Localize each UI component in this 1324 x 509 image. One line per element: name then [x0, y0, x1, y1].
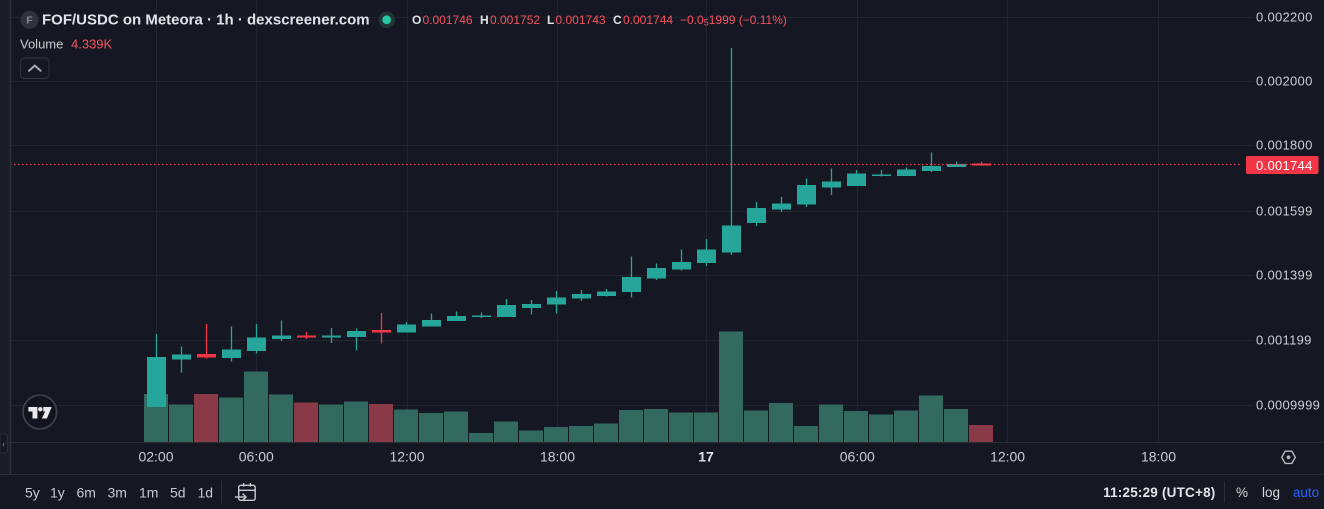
- svg-text:0.002200: 0.002200: [1256, 10, 1313, 25]
- svg-text:06:00: 06:00: [239, 449, 274, 465]
- svg-text:Volume: Volume: [20, 37, 63, 52]
- svg-text:12:00: 12:00: [990, 449, 1025, 465]
- svg-text:5y: 5y: [25, 485, 40, 501]
- svg-text:0.001800: 0.001800: [1256, 138, 1313, 153]
- svg-text:5d: 5d: [170, 485, 186, 501]
- svg-text:0.001743: 0.001743: [556, 13, 606, 27]
- svg-text:L: L: [547, 13, 554, 27]
- svg-text:%: %: [1236, 485, 1248, 500]
- svg-text:06:00: 06:00: [840, 449, 875, 465]
- svg-text:18:00: 18:00: [540, 449, 575, 465]
- svg-text:FOF/USDC on Meteora · 1h · dex: FOF/USDC on Meteora · 1h · dexscreener.c…: [42, 12, 370, 29]
- svg-text:0.0009999: 0.0009999: [1256, 398, 1320, 413]
- svg-text:1m: 1m: [139, 485, 158, 501]
- svg-text:0.001199: 0.001199: [1256, 333, 1312, 348]
- svg-text:1y: 1y: [50, 485, 65, 501]
- svg-text:0.001752: 0.001752: [490, 13, 540, 27]
- svg-text:1d: 1d: [198, 485, 214, 501]
- svg-text:0.001744: 0.001744: [1256, 158, 1313, 173]
- svg-text:18:00: 18:00: [1141, 449, 1176, 465]
- svg-text:0.002000: 0.002000: [1256, 74, 1313, 89]
- svg-text:17: 17: [698, 449, 714, 465]
- svg-text:0.001599: 0.001599: [1256, 204, 1313, 219]
- svg-text:0.001744: 0.001744: [623, 13, 673, 27]
- svg-text:0.001399: 0.001399: [1256, 268, 1313, 283]
- svg-text:02:00: 02:00: [138, 449, 173, 465]
- svg-text:0.001746: 0.001746: [423, 13, 473, 27]
- svg-text:6m: 6m: [77, 485, 96, 501]
- svg-text:F: F: [26, 14, 33, 26]
- svg-text:auto: auto: [1293, 485, 1319, 500]
- svg-text:4.339K: 4.339K: [71, 37, 113, 52]
- svg-text:3m: 3m: [108, 485, 127, 501]
- svg-text:C: C: [613, 13, 622, 27]
- svg-text:log: log: [1262, 485, 1280, 500]
- svg-text:−0.051999 (−0.11%): −0.051999 (−0.11%): [680, 13, 787, 28]
- svg-text:‹: ‹: [2, 439, 5, 449]
- svg-text:12:00: 12:00: [389, 449, 424, 465]
- svg-text:H: H: [480, 13, 489, 27]
- svg-text:11:25:29 (UTC+8): 11:25:29 (UTC+8): [1103, 485, 1215, 500]
- svg-text:O: O: [412, 13, 421, 27]
